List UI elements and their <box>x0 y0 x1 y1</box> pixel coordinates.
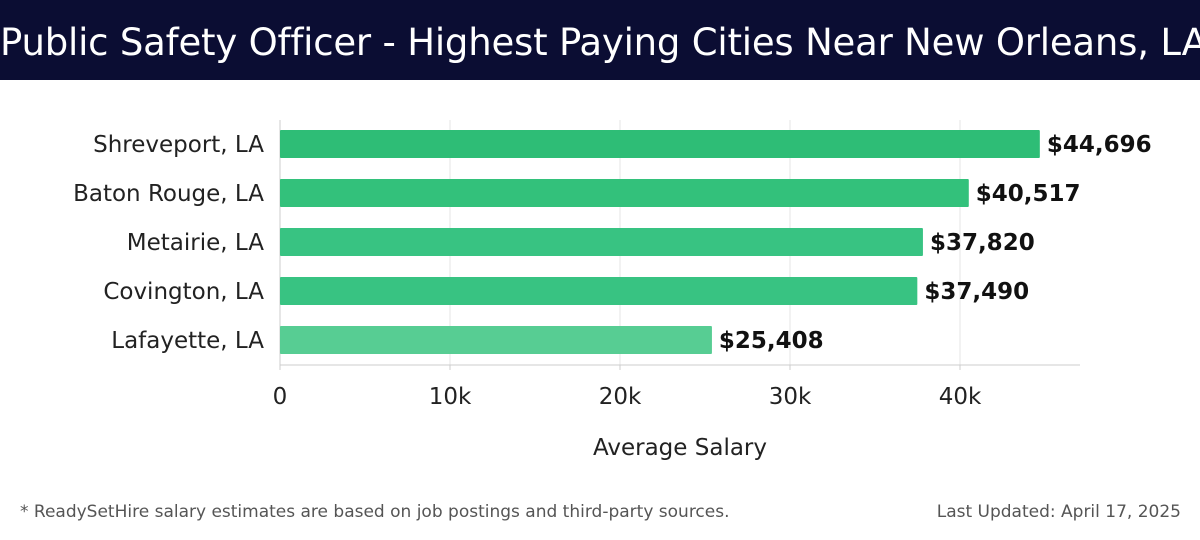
x-axis-title: Average Salary <box>593 435 767 461</box>
bar <box>280 277 918 305</box>
bar <box>280 179 969 207</box>
bar <box>280 130 1040 158</box>
bar <box>280 228 923 256</box>
category-label: Metairie, LA <box>127 230 264 256</box>
footer-disclaimer: * ReadySetHire salary estimates are base… <box>20 502 730 522</box>
category-label: Lafayette, LA <box>111 328 264 354</box>
bar <box>280 326 712 354</box>
title-bar: Public Safety Officer - Highest Paying C… <box>0 0 1200 80</box>
footer-last-updated: Last Updated: April 17, 2025 <box>936 502 1181 522</box>
x-tick-label: 10k <box>429 384 472 410</box>
value-label: $25,408 <box>719 328 824 354</box>
value-label: $37,820 <box>930 230 1035 256</box>
category-label: Shreveport, LA <box>93 132 264 158</box>
category-label: Covington, LA <box>103 279 264 305</box>
value-label: $40,517 <box>976 181 1081 207</box>
x-tick-label: 30k <box>769 384 812 410</box>
x-tick-label: 40k <box>939 384 982 410</box>
category-label: Baton Rouge, LA <box>73 181 264 207</box>
value-label: $37,490 <box>924 279 1029 305</box>
chart-title: Public Safety Officer - Highest Paying C… <box>0 21 1200 64</box>
salary-bar-chart: Shreveport, LA $44,696 Baton Rouge, LA $40,… <box>73 120 1152 461</box>
x-tick-label: 0 <box>273 384 288 410</box>
x-tick-label: 20k <box>599 384 642 410</box>
value-label: $44,696 <box>1047 132 1152 158</box>
